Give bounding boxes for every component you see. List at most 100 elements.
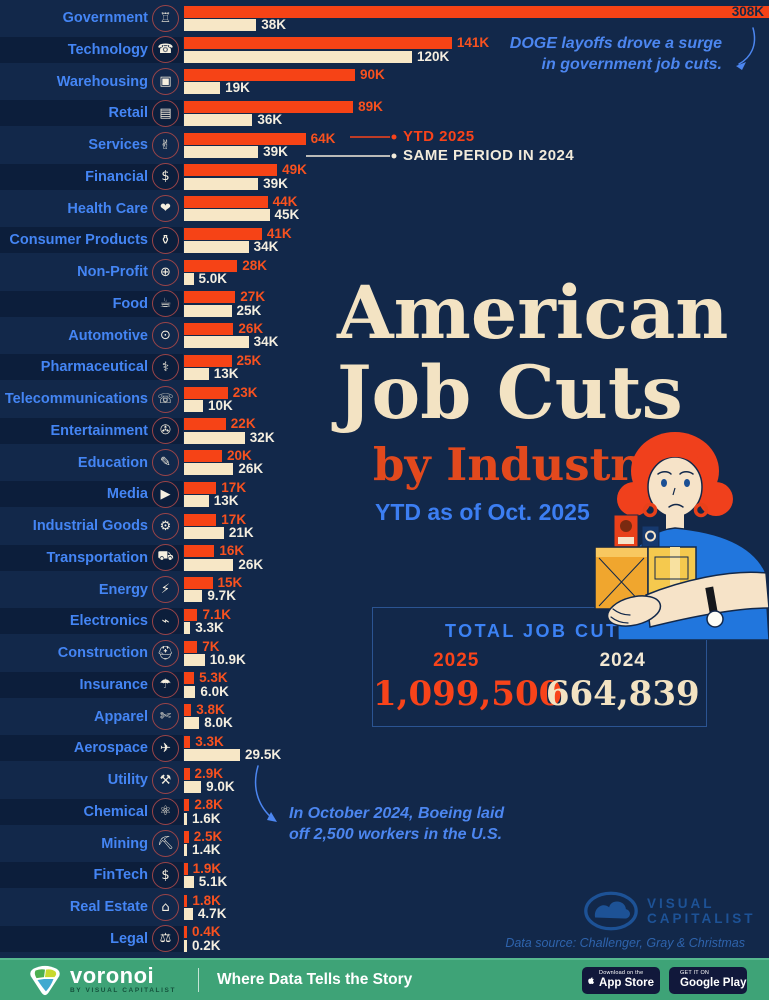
industry-label: Transportation (46, 549, 148, 566)
chart-row: Legal ⚖ 0.4K 0.2K (0, 923, 769, 955)
chart-row: Education ✎ 20K 26K (0, 447, 769, 479)
bar-same-period-2024 (184, 558, 234, 571)
chart-row: Services ✌ 64K 39K (0, 129, 769, 161)
row-bars: 26K 34K (184, 320, 769, 352)
totals-2024-value: 664,839 (545, 674, 700, 714)
google-play-badge[interactable]: GET IT ON Google Play (669, 966, 747, 994)
value-ytd-2025: 15K (217, 575, 243, 590)
value-same-period-2024: 9.0K (206, 778, 235, 794)
totals-2025-value: 1,099,500 (373, 674, 563, 714)
row-bars: 44K 45K (184, 193, 769, 225)
bar-ytd-2025 (184, 481, 217, 494)
totals-2025-label: 2025 (433, 650, 480, 671)
app-store-badge-top: Download on the (599, 969, 644, 976)
voronoi-sub-brand: BY VISUAL CAPITALIST (70, 987, 177, 994)
chart-row: Real Estate ⌂ 1.8K 4.7K (0, 891, 769, 923)
bar-same-period-2024 (184, 209, 270, 222)
value-ytd-2025: 41K (266, 225, 292, 241)
chart-row: Retail ▤ 89K 36K (0, 97, 769, 129)
bar-ytd-2025 (184, 69, 355, 82)
row-bars: 0.4K 0.2K (184, 923, 769, 955)
bar-same-period-2024 (184, 82, 221, 95)
cutlery-icon: ☕ (152, 290, 179, 318)
chart-row: Utility ⚒ 2.9K 9.0K (0, 764, 769, 796)
industry-label: Consumer Products (9, 232, 148, 249)
industry-label: FinTech (93, 867, 148, 884)
bar-same-period-2024 (184, 812, 188, 825)
value-ytd-2025: 7K (202, 638, 220, 654)
bar-same-period-2024 (184, 622, 191, 635)
industry-label: Real Estate (69, 899, 148, 915)
value-ytd-2025: 308K (731, 3, 764, 19)
tshirt-icon: ✄ (152, 703, 179, 730)
car-icon: ⊙ (152, 322, 179, 349)
value-ytd-2025: 2.5K (193, 829, 223, 844)
industry-label: Chemical (83, 803, 148, 820)
row-bars: 17K 13K (184, 478, 769, 510)
value-ytd-2025: 3.3K (195, 733, 224, 749)
title-block: American Job Cuts by Industry YTD as of … (337, 273, 769, 526)
bar-ytd-2025 (184, 132, 306, 145)
chart-row: Health Care ❤ 44K 45K (0, 193, 769, 225)
value-ytd-2025: 1.9K (192, 860, 222, 876)
bar-ytd-2025 (184, 577, 213, 590)
industry-label: Media (106, 486, 148, 503)
industry-label: Utility (107, 772, 148, 788)
bar-ytd-2025 (184, 926, 187, 939)
bar-ytd-2025 (184, 799, 190, 812)
bar-same-period-2024 (184, 907, 193, 920)
app-store-badge[interactable]: Download on the App Store (582, 966, 660, 994)
value-same-period-2024: 38K (261, 16, 286, 32)
value-ytd-2025: 23K (232, 384, 258, 400)
industry-label: Education (77, 454, 148, 471)
totals-2024-column: 2024 664,839 (540, 650, 707, 714)
bar-same-period-2024 (184, 50, 412, 63)
row-bars: 25K 13K (184, 351, 769, 383)
truck-icon: ⛟ (152, 544, 179, 572)
totals-heading: TOTAL JOB CUTS (444, 621, 634, 641)
value-same-period-2024: 13K (213, 493, 239, 509)
value-ytd-2025: 17K (221, 479, 247, 495)
row-bars: 5.3K 6.0K (184, 669, 769, 701)
value-ytd-2025: 0.4K (192, 924, 221, 940)
chart-row: Government ♖ 308K 38K (0, 2, 769, 34)
value-ytd-2025: 141K (456, 35, 490, 51)
bar-same-period-2024 (184, 463, 234, 476)
vc-name-line2: CAPITALIST (647, 911, 756, 926)
bar-ytd-2025 (184, 450, 222, 463)
bar-ytd-2025 (184, 735, 191, 748)
totals-2024-label: 2024 (599, 650, 646, 671)
value-same-period-2024: 1.4K (192, 842, 221, 858)
industry-label: Construction (57, 645, 148, 661)
bar-ytd-2025 (184, 5, 769, 18)
value-same-period-2024: 8.0K (204, 715, 233, 731)
chart-row: Industrial Goods ⚙ 17K 21K (0, 510, 769, 542)
row-bars: 23K 10K (184, 383, 769, 415)
chart-row: Mining ⛏ 2.5K 1.4K (0, 828, 769, 860)
value-ytd-2025: 44K (272, 194, 298, 209)
bar-ytd-2025 (184, 291, 236, 304)
value-ytd-2025: 2.9K (194, 765, 224, 781)
globe-icon: ⊕ (152, 258, 179, 286)
bar-same-period-2024 (184, 336, 249, 349)
bar-same-period-2024 (184, 590, 203, 603)
value-same-period-2024: 1.6K (192, 810, 221, 826)
doge-annotation-line1: DOGE layoffs drove a surge (509, 35, 722, 52)
bar-ytd-2025 (184, 227, 262, 240)
value-same-period-2024: 26K (238, 556, 264, 572)
value-same-period-2024: 9.7K (207, 588, 236, 604)
hard-hat-icon: ⛑ (152, 639, 179, 667)
bar-same-period-2024 (184, 780, 202, 793)
chart-row: Electronics ⌁ 7.1K 3.3K (0, 605, 769, 637)
value-same-period-2024: 4.7K (197, 905, 227, 921)
industry-label: Mining (101, 835, 148, 852)
value-ytd-2025: 3.8K (196, 702, 225, 717)
row-bars: 49K 39K (184, 161, 769, 193)
industry-label: Automotive (68, 327, 148, 344)
bar-same-period-2024 (184, 653, 205, 666)
woman-holding-box-illustration (558, 425, 769, 645)
industry-label: Government (62, 10, 148, 26)
bar-ytd-2025 (184, 640, 198, 653)
industry-label: Retail (108, 105, 149, 122)
value-same-period-2024: 39K (263, 143, 288, 159)
